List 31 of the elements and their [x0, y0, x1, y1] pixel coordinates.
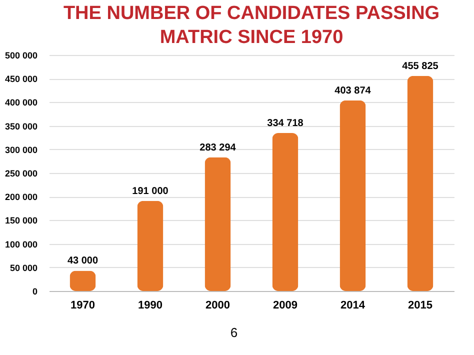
y-tick-label: 50 000: [10, 262, 38, 273]
y-tick-label: 350 000: [4, 121, 38, 132]
x-tick-label: 2015: [408, 300, 432, 312]
bar: [137, 200, 164, 291]
y-tick-label: 250 000: [4, 168, 38, 178]
bar: [340, 100, 366, 291]
text: 6: [230, 325, 238, 340]
y-tick-label: 400 000: [4, 98, 38, 108]
text: 334 718: [267, 118, 304, 130]
x-tick-label: 2014: [340, 300, 366, 312]
y-tick-label: 0: [32, 286, 38, 296]
y-tick-label: 500 000: [4, 50, 38, 60]
y-tick-label: 200 000: [4, 192, 38, 202]
y-tick-label: 300 000: [4, 144, 38, 155]
y-tick-label: 150 000: [4, 216, 38, 226]
text: 403 874: [334, 85, 371, 96]
x-tick-label: 1970: [70, 300, 95, 312]
text: 455 825: [402, 60, 438, 72]
x-tick-label: 2009: [273, 300, 298, 312]
bar: [70, 270, 96, 291]
bar: [204, 157, 231, 291]
x-tick-label: 2000: [206, 300, 230, 312]
chart-title: THE NUMBER OF CANDIDATES PASSING MATRIC SINCE 1970: [63, 3, 440, 48]
y-tick-label: 450 000: [4, 74, 38, 84]
x-tick-label: 1990: [138, 300, 162, 312]
text: 191 000: [132, 186, 168, 197]
bar: [407, 76, 434, 291]
bar: [272, 133, 298, 291]
text: 283 294: [200, 142, 236, 154]
y-tick-label: 100 000: [4, 239, 38, 250]
text: 43 000: [67, 256, 98, 267]
